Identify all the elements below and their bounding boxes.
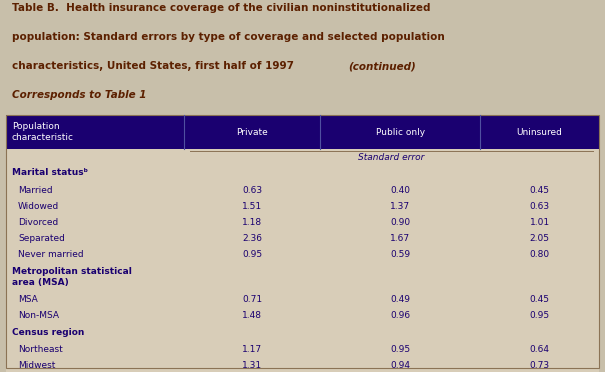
Bar xyxy=(6,262,599,291)
Text: MSA: MSA xyxy=(18,295,38,304)
Text: Midwest: Midwest xyxy=(18,361,55,371)
Text: 0.94: 0.94 xyxy=(390,361,410,371)
Bar xyxy=(6,214,599,230)
Text: Metropolitan statistical
area (MSA): Metropolitan statistical area (MSA) xyxy=(12,266,132,287)
Text: 0.64: 0.64 xyxy=(529,346,550,355)
Bar xyxy=(6,198,599,214)
Text: 0.95: 0.95 xyxy=(529,311,550,320)
Text: 0.73: 0.73 xyxy=(529,361,550,371)
Text: 1.37: 1.37 xyxy=(390,202,410,211)
Text: 0.49: 0.49 xyxy=(390,295,410,304)
Text: 1.31: 1.31 xyxy=(242,361,262,371)
Text: Widowed: Widowed xyxy=(18,202,59,211)
Text: Never married: Never married xyxy=(18,250,83,259)
Text: Corresponds to Table 1: Corresponds to Table 1 xyxy=(12,90,146,100)
Text: Divorced: Divorced xyxy=(18,218,58,227)
Text: Population
characteristic: Population characteristic xyxy=(12,122,74,142)
Text: 1.48: 1.48 xyxy=(242,311,262,320)
Text: Table B.  Health insurance coverage of the civilian noninstitutionalized: Table B. Health insurance coverage of th… xyxy=(12,3,431,13)
Text: 0.95: 0.95 xyxy=(242,250,262,259)
Text: Standard error: Standard error xyxy=(358,153,425,162)
Text: Uninsured: Uninsured xyxy=(517,128,563,137)
Text: 0.96: 0.96 xyxy=(390,311,410,320)
Text: 1.17: 1.17 xyxy=(242,346,262,355)
Bar xyxy=(6,182,599,198)
Text: Married: Married xyxy=(18,186,53,195)
Text: 0.45: 0.45 xyxy=(529,295,550,304)
Text: 0.95: 0.95 xyxy=(390,346,410,355)
Text: Census region: Census region xyxy=(12,328,84,337)
Text: 1.51: 1.51 xyxy=(242,202,262,211)
Text: 0.80: 0.80 xyxy=(529,250,550,259)
Text: 0.45: 0.45 xyxy=(529,186,550,195)
Text: 1.01: 1.01 xyxy=(529,218,550,227)
Text: Private: Private xyxy=(236,128,268,137)
Text: 0.71: 0.71 xyxy=(242,295,262,304)
Text: Separated: Separated xyxy=(18,234,65,243)
Text: characteristics, United States, first half of 1997: characteristics, United States, first ha… xyxy=(12,61,298,71)
Text: Non-MSA: Non-MSA xyxy=(18,311,59,320)
Bar xyxy=(6,115,599,150)
Text: 0.63: 0.63 xyxy=(529,202,550,211)
Text: 0.63: 0.63 xyxy=(242,186,262,195)
Text: 0.59: 0.59 xyxy=(390,250,410,259)
Bar xyxy=(6,307,599,323)
Text: Marital statusᵇ: Marital statusᵇ xyxy=(12,169,88,177)
Bar xyxy=(6,323,599,342)
Text: 2.05: 2.05 xyxy=(529,234,550,243)
Text: population: Standard errors by type of coverage and selected population: population: Standard errors by type of c… xyxy=(12,32,445,42)
Text: 0.90: 0.90 xyxy=(390,218,410,227)
Text: Public only: Public only xyxy=(376,128,425,137)
Text: Northeast: Northeast xyxy=(18,346,63,355)
Bar xyxy=(6,230,599,246)
Bar xyxy=(6,150,599,163)
Bar xyxy=(6,163,599,182)
Bar xyxy=(6,291,599,307)
Text: 1.18: 1.18 xyxy=(242,218,262,227)
Text: (continued): (continued) xyxy=(348,61,416,71)
Text: 1.67: 1.67 xyxy=(390,234,410,243)
Text: 2.36: 2.36 xyxy=(242,234,262,243)
Text: 0.40: 0.40 xyxy=(390,186,410,195)
Bar xyxy=(6,342,599,358)
Bar xyxy=(6,246,599,262)
Bar xyxy=(6,358,599,372)
